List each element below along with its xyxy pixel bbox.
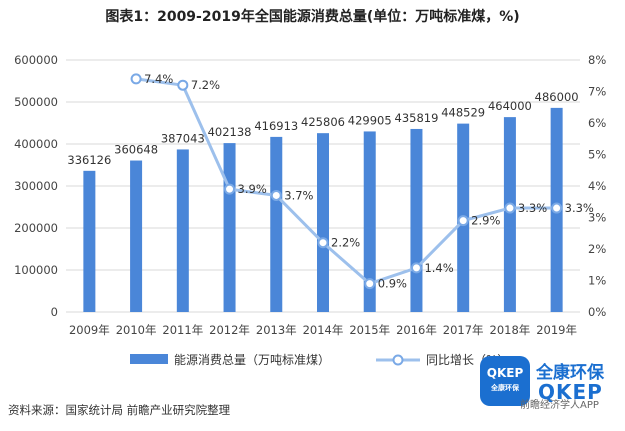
growth-point (130, 73, 142, 85)
growth-value-label: 7.2% (191, 78, 220, 92)
brand-logo: QKEP 全康环保 全康环保 QKEP 前瞻经济学人APP (480, 356, 620, 411)
left-axis-tick-label: 0 (51, 305, 58, 319)
x-axis-tick-label: 2009年 (69, 323, 110, 337)
right-axis-tick-label: 2% (588, 242, 606, 256)
bar (317, 133, 329, 312)
x-axis-tick-label: 2015年 (349, 323, 390, 337)
growth-value-label: 0.9% (378, 277, 407, 291)
x-axis-tick-label: 2018年 (490, 323, 531, 337)
bar-value-label: 387043 (161, 131, 205, 145)
growth-value-label: 3.3% (565, 201, 594, 215)
bar-series (83, 107, 563, 313)
x-axis-tick-label: 2012年 (209, 323, 250, 337)
left-axis-tick-label: 400000 (14, 137, 58, 151)
left-axis-tick-label: 500000 (14, 95, 58, 109)
growth-point (364, 278, 376, 290)
growth-point (224, 183, 236, 195)
x-axis-tick-label: 2019年 (536, 323, 577, 337)
legend-swatch-marker (392, 354, 404, 366)
bar-value-label: 464000 (488, 99, 532, 113)
growth-point (504, 202, 516, 214)
legend-swatch-bar (130, 354, 168, 364)
right-axis-ticks: 0% 1% 2% 3% 4% 5% 6% 7% 8% (588, 53, 606, 319)
legend: 能源消费总量（万吨标准煤） 同比增长（%） (130, 353, 509, 367)
bar-value-label: 435819 (395, 111, 439, 125)
bar (176, 149, 189, 312)
x-axis-tick-label: 2013年 (256, 323, 297, 337)
bar (130, 160, 143, 312)
bar (410, 128, 423, 312)
growth-value-label: 3.7% (284, 188, 313, 202)
source-note: 资料来源：国家统计局 前瞻产业研究院整理 (8, 403, 231, 417)
growth-point (457, 215, 469, 227)
chart-title: 图表1：2009-2019年全国能源消费总量(单位：万吨标准煤，%) (105, 9, 520, 25)
right-axis-tick-label: 0% (588, 305, 606, 319)
right-axis-tick-label: 7% (588, 85, 606, 99)
x-axis-tick-label: 2014年 (303, 323, 344, 337)
bar-value-label: 402138 (208, 125, 252, 139)
left-axis-tick-label: 100000 (14, 263, 58, 277)
logo-name: 全康环保 (536, 363, 604, 383)
growth-value-label: 3.9% (238, 182, 267, 196)
left-axis-tick-label: 200000 (14, 221, 58, 235)
bar (270, 136, 283, 312)
growth-point (551, 202, 563, 214)
growth-point (317, 237, 329, 249)
bar-value-label: 336126 (67, 153, 111, 167)
left-axis-tick-label: 600000 (14, 53, 58, 67)
growth-point (270, 189, 282, 201)
growth-line (135, 77, 557, 286)
bar-value-label: 425806 (301, 115, 345, 129)
right-axis-tick-label: 8% (588, 53, 606, 67)
x-axis-tick-label: 2011年 (162, 323, 203, 337)
bar-value-label: 360648 (114, 143, 158, 157)
logo-badge: QKEP 全康环保 (480, 356, 530, 406)
x-axis-tick-label: 2017年 (443, 323, 484, 337)
legend-label-bar: 能源消费总量（万吨标准煤） (174, 353, 330, 367)
logo-sub: 前瞻经济学人APP (520, 400, 599, 411)
line-series (130, 73, 563, 290)
line-data-labels: 7.4% 7.2% 3.9% 3.7% 2.2% 0.9% 1.4% 2.9% 3.3% 3.3% (144, 72, 594, 291)
bar (223, 143, 236, 312)
growth-value-label: 7.4% (144, 72, 173, 86)
growth-value-label: 1.4% (424, 261, 453, 275)
x-axis-ticks: 2009年 2010年 2011年 2012年 2013年 2014年 2015年 2016年… (69, 323, 577, 337)
right-axis-tick-label: 5% (588, 148, 606, 162)
bar (83, 170, 96, 312)
growth-point (410, 262, 422, 274)
bar-value-label: 486000 (535, 90, 579, 104)
growth-value-label: 2.2% (331, 236, 360, 250)
x-axis-tick-label: 2016年 (396, 323, 437, 337)
right-axis-tick-label: 1% (588, 274, 606, 288)
left-axis-tick-label: 300000 (14, 179, 58, 193)
growth-value-label: 2.9% (471, 214, 500, 228)
logo-english: QKEP (538, 380, 603, 404)
growth-value-label: 3.3% (518, 201, 547, 215)
right-axis-tick-label: 4% (588, 179, 606, 193)
logo-badge-subtext: 全康环保 (491, 384, 519, 392)
x-axis-tick-label: 2010年 (116, 323, 157, 337)
logo-badge-text: QKEP (486, 366, 524, 380)
bar-value-label: 429905 (348, 113, 392, 127)
bar-value-label: 416913 (254, 119, 298, 133)
right-axis-tick-label: 3% (588, 211, 606, 225)
bar (363, 131, 376, 312)
bar (503, 117, 516, 313)
growth-point (177, 79, 189, 91)
right-axis-tick-label: 6% (588, 116, 606, 130)
left-axis-ticks: 0 100000 200000 300000 400000 500000 600000 (14, 53, 58, 319)
bar-value-label: 448529 (441, 106, 485, 120)
